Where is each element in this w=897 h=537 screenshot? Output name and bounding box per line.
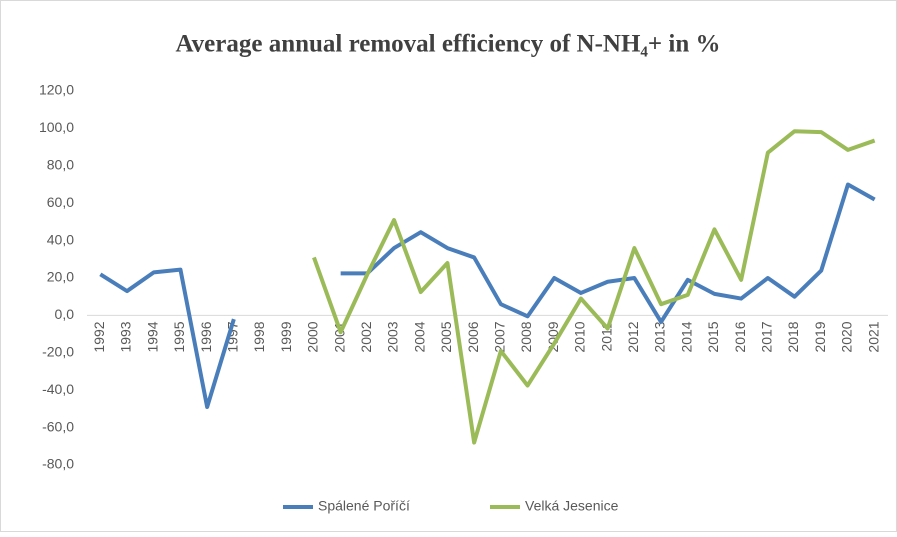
y-tick-label: 60,0 — [47, 194, 74, 210]
x-tick-label: 2002 — [358, 321, 374, 352]
x-tick-label: 2006 — [465, 321, 481, 352]
series-line — [99, 182, 876, 410]
x-tick-label: 2021 — [865, 321, 881, 352]
x-tick-label: 2005 — [438, 321, 454, 352]
legend-label: Spálené Poříčí — [318, 498, 410, 514]
chart-title: Average annual removal efficiency of N-N… — [175, 31, 720, 58]
legend-label: Velká Jesenice — [525, 498, 619, 514]
y-tick-label: 120,0 — [39, 82, 74, 98]
x-tick-label: 2018 — [785, 321, 801, 352]
x-tick-label: 2009 — [545, 321, 561, 352]
x-tick-label: 1999 — [278, 321, 294, 352]
y-tick-label: -80,0 — [42, 456, 74, 472]
x-tick-label: 1995 — [171, 321, 187, 352]
y-tick-label: -40,0 — [42, 381, 74, 397]
x-tick-label: 1992 — [91, 321, 107, 352]
x-tick-label: 1993 — [118, 321, 134, 352]
x-tick-label: 2011 — [598, 321, 614, 351]
x-tick-label: 2019 — [812, 321, 828, 352]
y-tick-label: 100,0 — [39, 119, 74, 135]
x-tick-label: 1997 — [225, 321, 241, 352]
x-tick-label: 2000 — [305, 321, 321, 352]
y-tick-label: -20,0 — [42, 344, 74, 360]
x-tick-label: 2020 — [839, 321, 855, 352]
x-tick-label: 1994 — [144, 321, 160, 352]
y-tick-label: -60,0 — [42, 418, 74, 434]
x-tick-label: 2003 — [385, 321, 401, 352]
y-tick-label: 20,0 — [47, 269, 74, 285]
x-tick-label: 2004 — [411, 321, 427, 352]
y-tick-label: 40,0 — [47, 231, 74, 247]
x-tick-label: 2017 — [759, 321, 775, 352]
x-tick-label: 2007 — [492, 321, 508, 352]
x-tick-label: 2014 — [678, 321, 694, 352]
x-tick-label: 2016 — [732, 321, 748, 352]
series-line — [312, 129, 876, 445]
y-tick-label: 80,0 — [47, 157, 74, 173]
x-tick-label: 2010 — [572, 321, 588, 352]
x-tick-label: 2012 — [625, 321, 641, 352]
x-tick-label: 1998 — [251, 321, 267, 352]
x-tick-label: 2013 — [652, 321, 668, 352]
x-tick-label: 2008 — [518, 321, 534, 352]
x-tick-label: 1996 — [198, 321, 214, 352]
x-tick-label: 2015 — [705, 321, 721, 352]
y-tick-label: 0,0 — [55, 306, 75, 322]
